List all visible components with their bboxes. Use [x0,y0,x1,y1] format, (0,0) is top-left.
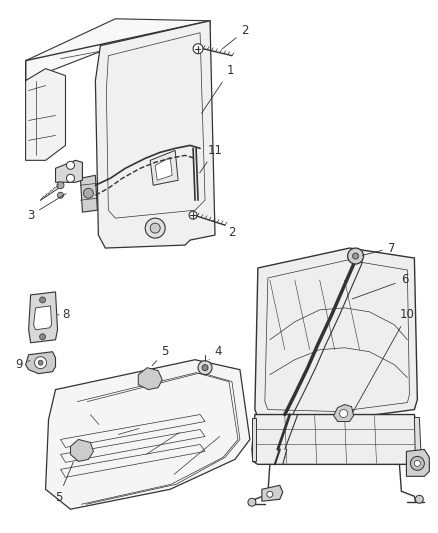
Text: 3: 3 [27,193,66,222]
Text: 7: 7 [362,241,395,255]
Circle shape [150,223,160,233]
Text: 2: 2 [222,24,249,49]
Polygon shape [155,157,172,180]
Text: 8: 8 [57,309,69,321]
Circle shape [72,441,88,457]
Polygon shape [255,248,417,419]
Polygon shape [28,292,57,343]
Circle shape [67,174,74,182]
Circle shape [189,211,197,219]
Text: 5: 5 [55,462,74,504]
Polygon shape [81,175,97,212]
Text: 6: 6 [352,273,408,299]
Circle shape [145,218,165,238]
Polygon shape [150,150,178,185]
Polygon shape [138,368,162,390]
Circle shape [198,361,212,375]
Polygon shape [406,449,429,477]
Circle shape [267,491,273,497]
Polygon shape [34,306,52,330]
Polygon shape [334,405,353,422]
Circle shape [57,182,64,189]
Polygon shape [25,352,56,374]
Polygon shape [252,415,419,464]
Circle shape [35,357,46,369]
Text: 11: 11 [200,144,223,173]
Circle shape [39,334,46,340]
Polygon shape [95,21,215,248]
Polygon shape [56,160,82,182]
Text: 10: 10 [353,309,415,412]
Circle shape [410,456,424,470]
Circle shape [145,375,151,381]
Text: 4: 4 [209,345,222,360]
Polygon shape [71,439,93,462]
Circle shape [38,360,43,365]
Circle shape [78,447,83,453]
Circle shape [414,461,420,466]
Circle shape [83,188,93,198]
Polygon shape [414,417,421,462]
Polygon shape [25,19,210,80]
Polygon shape [46,360,250,509]
Circle shape [348,248,364,264]
Polygon shape [25,61,66,160]
Circle shape [353,253,359,259]
Circle shape [339,409,348,417]
Circle shape [39,297,46,303]
Circle shape [415,495,424,503]
Circle shape [67,161,74,169]
Circle shape [202,365,208,370]
Circle shape [140,370,156,385]
Text: 9: 9 [15,358,30,371]
Polygon shape [262,486,283,501]
Text: 5: 5 [152,345,169,366]
Polygon shape [252,417,256,462]
Circle shape [248,498,256,506]
Circle shape [57,192,64,198]
Circle shape [193,44,203,54]
Text: 1: 1 [201,64,234,113]
Text: 2: 2 [228,225,236,239]
